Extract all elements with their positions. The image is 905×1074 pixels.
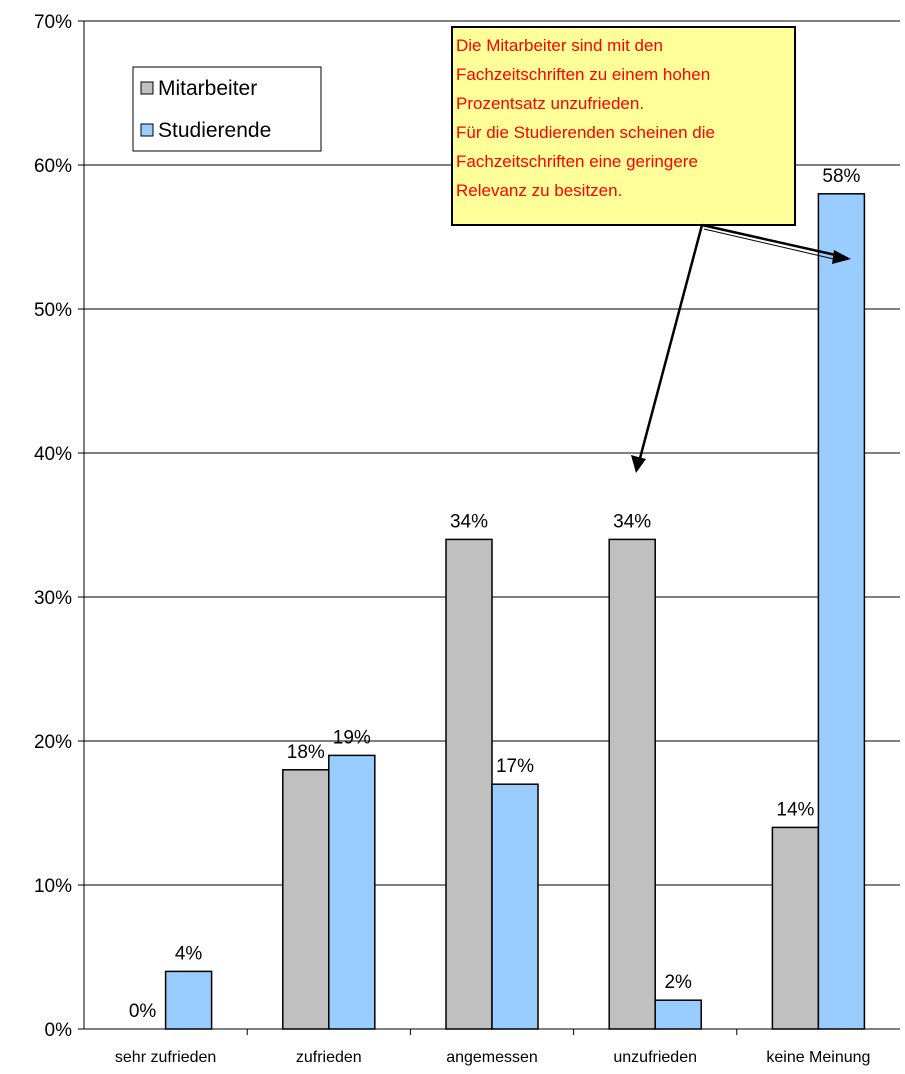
data-label-mitarbeiter-angemessen: 34% <box>450 511 488 532</box>
y-tick-label-60: 60% <box>34 156 72 177</box>
bar-mitarbeiter-angemessen <box>445 538 493 1030</box>
x-axis-categories: sehr zufrieden zufrieden angemessen unzufri… <box>115 1049 871 1066</box>
annotation-line-3: Prozentsatz unzufrieden. <box>456 94 644 113</box>
data-label-mitarbeiter-unzufrieden: 34% <box>613 511 651 532</box>
bar-studierende-unzufrieden <box>654 999 702 1030</box>
y-tick-label-50: 50% <box>34 300 72 321</box>
y-tick-label-30: 30% <box>34 588 72 609</box>
annotation-line-1: Die Mitarbeiter sind mit den <box>456 36 663 55</box>
y-tick-label-0: 0% <box>45 1020 73 1041</box>
axes <box>83 21 900 1035</box>
data-label-studierende-angemessen: 17% <box>496 756 534 777</box>
bar-studierende-zufrieden <box>328 754 376 1030</box>
data-label-studierende-zufrieden: 19% <box>333 727 371 748</box>
y-tick-label-20: 20% <box>34 732 72 753</box>
annotation-arrow-unzufrieden <box>637 224 704 463</box>
data-label-mitarbeiter-zufrieden: 18% <box>287 742 325 763</box>
bar-studierende-angemessen <box>491 783 539 1030</box>
data-label-mitarbeiter-sehr-zufrieden: 0% <box>129 1001 157 1022</box>
y-tick-label-40: 40% <box>34 444 72 465</box>
y-axis-ticks: 0% 10% 20% 30% 40% 50% 60% 70% <box>34 12 84 1041</box>
x-tick-label-keine-meinung: keine Meinung <box>766 1049 870 1066</box>
annotation-line-5: Fachzeitschriften eine geringere <box>456 152 698 171</box>
legend-swatch-studierende <box>140 123 154 137</box>
bars <box>164 193 866 1030</box>
legend-swatch-mitarbeiter <box>140 81 154 95</box>
data-labels: 0% 4% 18% 19% 34% 17% 34% 2% 14% 58% <box>129 166 861 1022</box>
data-label-studierende-unzufrieden: 2% <box>664 972 692 993</box>
y-tick-label-70: 70% <box>34 12 72 33</box>
annotation-line-6: Relevanz zu besitzen. <box>456 181 622 200</box>
annotation-line-4: Für die Studierenden scheinen die <box>456 123 715 142</box>
data-label-studierende-keine-meinung: 58% <box>822 166 860 187</box>
annotation-arrow-keine-meinung-shadow <box>703 228 839 261</box>
annotation-arrowhead-unzufrieden <box>631 455 646 473</box>
x-tick-label-unzufrieden: unzufrieden <box>613 1049 697 1066</box>
annotation-box <box>451 26 796 226</box>
annotation-arrowhead-keine-meinung <box>832 250 851 264</box>
data-label-studierende-sehr-zufrieden: 4% <box>175 943 203 964</box>
bar-mitarbeiter-zufrieden <box>282 769 330 1030</box>
annotation-arrow-keine-meinung <box>701 223 841 258</box>
bar-mitarbeiter-unzufrieden <box>608 538 656 1030</box>
x-tick-label-angemessen: angemessen <box>446 1049 538 1066</box>
legend-label-studierende: Studierende <box>158 119 271 142</box>
legend-frame <box>132 66 322 152</box>
legend: Mitarbeiter Studierende <box>132 66 322 152</box>
x-tick-label-sehr-zufrieden: sehr zufrieden <box>115 1049 216 1066</box>
legend-label-mitarbeiter: Mitarbeiter <box>158 77 257 100</box>
annotation-callout: Die Mitarbeiter sind mit den Fachzeitsch… <box>451 26 851 473</box>
bar-mitarbeiter-keine-meinung <box>771 826 820 1030</box>
data-label-mitarbeiter-keine-meinung: 14% <box>776 799 814 820</box>
x-tick-label-zufrieden: zufrieden <box>296 1049 362 1066</box>
bar-studierende-keine-meinung <box>817 193 866 1030</box>
annotation-line-2: Fachzeitschriften zu einem hohen <box>456 65 710 84</box>
y-tick-label-10: 10% <box>34 876 72 897</box>
bar-studierende-sehr-zufrieden <box>164 970 213 1030</box>
